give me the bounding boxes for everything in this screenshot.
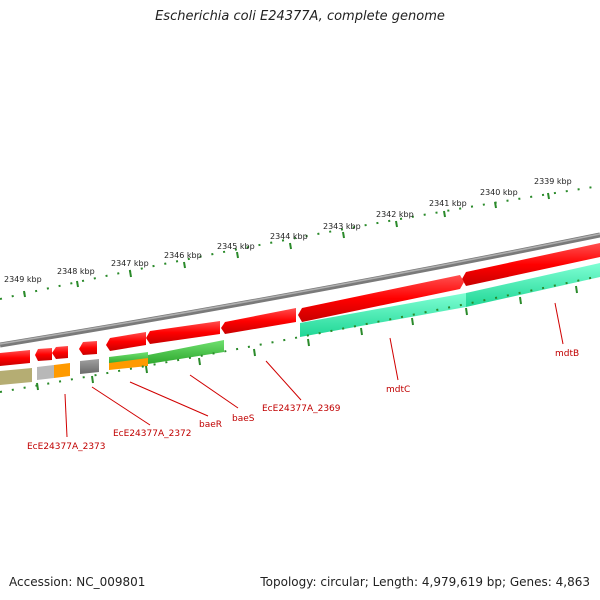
gene-label-EcE24377A_2369[interactable]: EcE24377A_2369 <box>262 404 341 414</box>
cds-khaki-left-edge[interactable] <box>0 368 32 385</box>
cds-silver-2373[interactable] <box>37 365 54 380</box>
ruler-tick-label: 2345 kbp <box>217 242 255 251</box>
gene-track-cds <box>0 263 600 385</box>
inner-ruler-tick <box>465 307 468 316</box>
inner-ruler-tick <box>411 317 414 326</box>
gene-label-mdtB[interactable]: mdtB <box>555 349 579 359</box>
leader-2369 <box>265 360 302 401</box>
gene-arrow-small-2[interactable] <box>52 346 68 359</box>
cds-orange-2373[interactable] <box>54 363 70 378</box>
gene-label-baeS[interactable]: baeS <box>232 414 255 424</box>
cds-green-baeS[interactable] <box>148 340 224 364</box>
cds-teal-mdtB[interactable] <box>466 263 600 307</box>
ruler-tick <box>76 280 79 288</box>
ruler-tick <box>342 231 345 239</box>
gene-label-mdtC[interactable]: mdtC <box>386 385 410 395</box>
ruler-tick-label: 2342 kbp <box>376 210 414 219</box>
ruler-tick <box>547 192 550 200</box>
ruler-tick <box>395 220 398 228</box>
ruler-tick <box>289 242 292 250</box>
ruler-tick-label: 2339 kbp <box>534 177 572 186</box>
genome-summary-text: Topology: circular; Length: 4,979,619 bp… <box>260 575 590 589</box>
gene-label-EcE24377A_2373[interactable]: EcE24377A_2373 <box>27 442 106 452</box>
cds-teal-mdtC[interactable] <box>300 293 466 337</box>
leader-2373 <box>64 393 68 438</box>
ruler-tick-label: 2346 kbp <box>164 251 202 260</box>
outer-ruler-dots <box>0 185 600 300</box>
label-leaders <box>64 302 564 438</box>
gene-label-baeR[interactable]: baeR <box>199 420 222 430</box>
ruler-tick <box>236 251 239 259</box>
ruler-tick-label: 2343 kbp <box>323 222 361 231</box>
inner-ruler-tick <box>36 382 39 391</box>
inner-ruler-tick <box>307 338 310 347</box>
outer-ruler: 2339 kbp 2340 kbp 2341 kbp 2342 kbp 2343… <box>0 177 600 300</box>
genome-backbone-highlight <box>0 233 600 345</box>
gene-arrow-small-1[interactable] <box>79 341 97 355</box>
inner-ruler <box>0 275 600 393</box>
ruler-tick <box>494 201 497 209</box>
gene-arrow-mdtA-region[interactable] <box>462 243 600 286</box>
gene-arrow-left-edge[interactable] <box>0 350 30 366</box>
inner-ruler-tick <box>360 327 363 336</box>
gene-arrow-2369[interactable] <box>221 308 296 334</box>
ruler-tick-label: 2349 kbp <box>4 275 42 284</box>
map-title: Escherichia coli E24377A, complete genom… <box>155 9 445 24</box>
cds-orange-baeR[interactable] <box>109 358 148 370</box>
ruler-tick <box>443 210 446 218</box>
inner-ruler-tick <box>575 285 578 294</box>
ruler-tick <box>183 261 186 269</box>
ruler-tick-label: 2344 kbp <box>270 232 308 241</box>
leader-baeS <box>189 374 239 409</box>
gene-label-EcE24377A_2372[interactable]: EcE24377A_2372 <box>113 429 192 439</box>
leader-baeR <box>129 381 209 417</box>
ruler-tick-label: 2341 kbp <box>429 199 467 208</box>
ruler-tick <box>129 270 132 278</box>
gene-arrow-small-3[interactable] <box>35 348 52 361</box>
ruler-tick-label: 2340 kbp <box>480 188 518 197</box>
cds-gray-2372[interactable] <box>80 359 99 374</box>
accession-text: Accession: NC_009801 <box>9 575 146 589</box>
inner-ruler-tick <box>198 357 201 366</box>
ruler-tick-label: 2348 kbp <box>57 267 95 276</box>
leader-2372 <box>91 386 151 426</box>
leader-mdtB <box>554 302 564 345</box>
inner-ruler-tick <box>145 365 148 374</box>
ruler-tick-label: 2347 kbp <box>111 259 149 268</box>
gene-arrow-mdtB-c[interactable] <box>298 275 464 322</box>
gene-arrow-baeR[interactable] <box>106 332 146 351</box>
inner-ruler-tick <box>91 375 94 384</box>
ruler-tick <box>23 290 26 298</box>
inner-ruler-tick <box>519 296 522 305</box>
inner-ruler-dots <box>0 275 600 393</box>
cds-green-baeR[interactable] <box>109 352 148 364</box>
gene-track-red <box>0 243 600 366</box>
leader-mdtC <box>389 337 399 381</box>
genome-backbone <box>0 232 600 348</box>
gene-arrow-baeS[interactable] <box>146 321 220 344</box>
gene-labels: mdtB mdtC EcE24377A_2369 baeS baeR EcE24… <box>27 349 579 452</box>
inner-ruler-tick <box>253 348 256 357</box>
